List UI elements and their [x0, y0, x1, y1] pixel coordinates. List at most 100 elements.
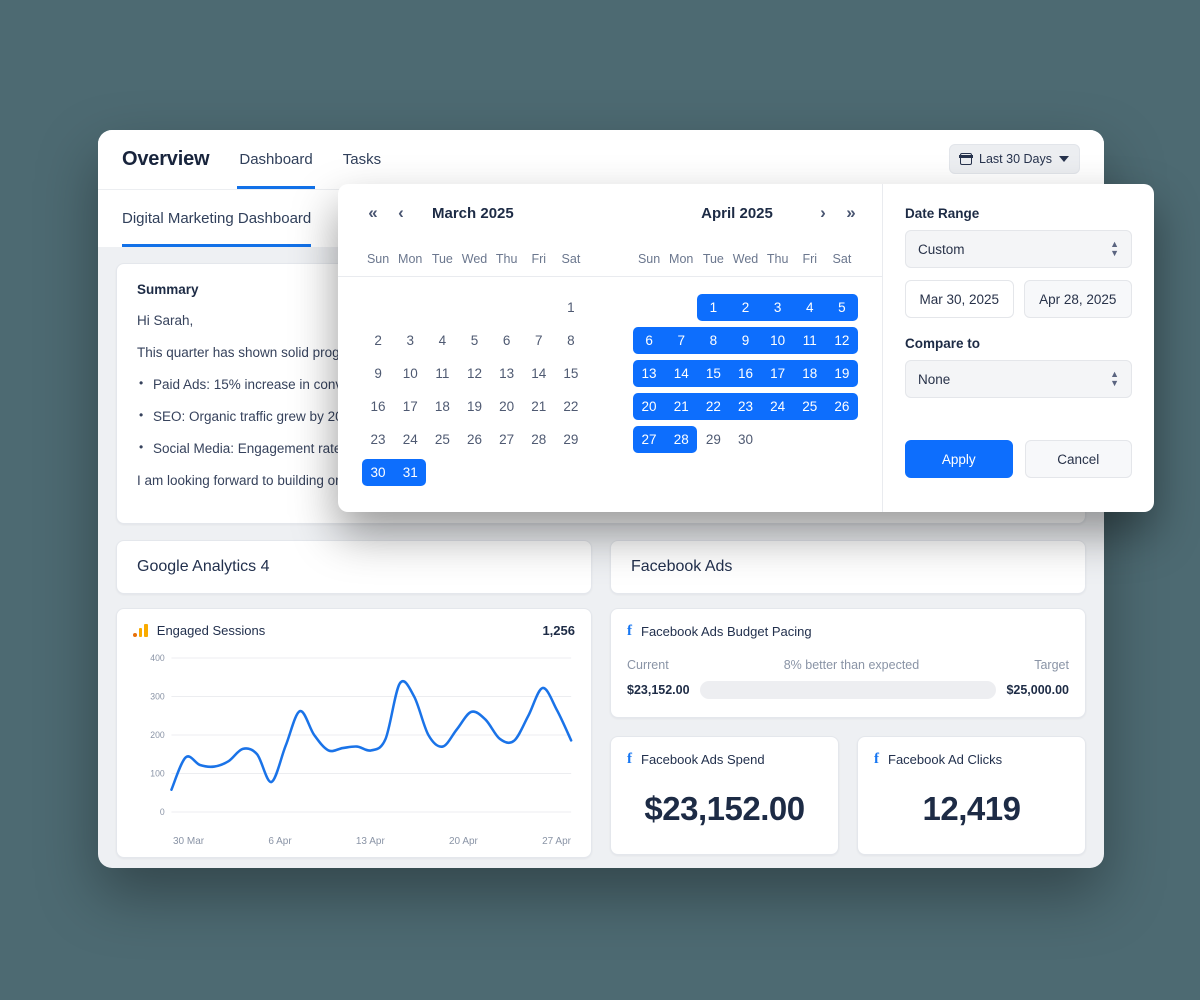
calendar-day[interactable]: 2 — [374, 333, 382, 348]
calendar-day[interactable]: 3 — [406, 333, 414, 348]
calendar-day[interactable]: 27 — [633, 426, 666, 453]
end-date-field[interactable]: Apr 28, 2025 — [1023, 280, 1132, 318]
calendar-day[interactable]: 19 — [825, 360, 858, 387]
budget-pacing-card: f Facebook Ads Budget Pacing Current 8% … — [610, 608, 1086, 718]
calendar-week-row: 30 31 — [362, 456, 587, 489]
calendar-day[interactable]: 27 — [499, 432, 515, 447]
date-range-button[interactable]: Last 30 Days — [949, 144, 1080, 174]
calendar-day[interactable]: 30 — [362, 459, 395, 486]
calendar-week-row: 9 10 11 12 13 14 15 — [362, 357, 587, 390]
pacing-current-value: $23,152.00 — [627, 683, 690, 697]
weekday-label: Mon — [398, 252, 423, 266]
jump-forward-year-icon[interactable]: » — [846, 203, 856, 222]
kpi-row: f Facebook Ads Spend $23,152.00 f Facebo… — [610, 736, 1086, 855]
stepper-icon: ▲ ▼ — [1110, 239, 1119, 258]
calendar-day[interactable]: 1 — [567, 300, 575, 315]
calendar-day[interactable]: 7 — [665, 327, 698, 354]
calendar-day[interactable]: 23 — [729, 393, 762, 420]
calendar-day[interactable]: 28 — [665, 426, 698, 453]
tab-dashboard[interactable]: Dashboard — [237, 130, 316, 189]
calendar-day[interactable]: 5 — [470, 333, 479, 348]
calendar-day[interactable]: 20 — [633, 393, 666, 420]
compare-to-select[interactable]: None ▲ ▼ — [905, 360, 1132, 398]
calendar-day[interactable]: 18 — [434, 399, 450, 414]
x-tick-label: 20 Apr — [448, 836, 478, 847]
kpi-value: $23,152.00 — [644, 790, 805, 827]
calendar-day[interactable]: 29 — [705, 432, 721, 447]
calendar-day[interactable]: 10 — [402, 366, 418, 381]
weekday-label: Thu — [766, 252, 789, 266]
calendar-day[interactable]: 22 — [697, 393, 730, 420]
progress-bar — [699, 681, 997, 699]
calendar-day[interactable]: 9 — [374, 366, 382, 381]
calendar-day[interactable]: 6 — [633, 327, 666, 354]
weekday-label: Wed — [461, 252, 488, 266]
calendar-week-row: 27 28 29 30 — [633, 423, 858, 456]
calendar-day[interactable]: 11 — [435, 366, 450, 381]
calendar-header-left: « ‹ March 2025 — [362, 203, 612, 223]
calendar-day[interactable]: 4 — [793, 294, 826, 321]
calendar-day[interactable]: 12 — [466, 366, 482, 381]
calendar-day[interactable]: 17 — [761, 360, 794, 387]
apply-button[interactable]: Apply — [905, 440, 1013, 478]
calendar-day[interactable]: 22 — [563, 399, 579, 414]
calendar-day[interactable]: 26 — [466, 432, 482, 447]
calendar-day[interactable]: 1 — [697, 294, 730, 321]
jump-back-year-icon[interactable]: « — [368, 203, 378, 222]
calendar-day[interactable]: 12 — [825, 327, 858, 354]
calendar-day[interactable]: 23 — [370, 432, 386, 447]
weekday-label: Thu — [495, 252, 518, 266]
calendar-day[interactable]: 15 — [697, 360, 730, 387]
calendar-day[interactable]: 19 — [466, 399, 482, 414]
calendar-day[interactable]: 25 — [434, 432, 450, 447]
calendar-day[interactable]: 2 — [729, 294, 762, 321]
calendar-day[interactable]: 5 — [825, 294, 858, 321]
calendar-day[interactable]: 21 — [531, 399, 547, 414]
calendar-day[interactable]: 13 — [633, 360, 666, 387]
calendar-grid-april: 1 2 3 4 5 6 7 8 9 10 11 12 13 14 15 16 17 18 19 20 21 22 23 24 2… — [633, 291, 858, 489]
calendar-day[interactable]: 8 — [697, 327, 730, 354]
calendar-day[interactable]: 29 — [563, 432, 579, 447]
calendar-day[interactable]: 18 — [793, 360, 826, 387]
calendar-day[interactable]: 25 — [793, 393, 826, 420]
calendar-day[interactable]: 10 — [761, 327, 794, 354]
pacing-target-label: Target — [1034, 658, 1069, 672]
calendar-day[interactable]: 26 — [825, 393, 858, 420]
date-picker-popover: « ‹ March 2025 April 2025 › » Sun Mon Tue W… — [338, 184, 1154, 512]
calendar-day[interactable]: 6 — [502, 333, 511, 348]
prev-month-icon[interactable]: ‹ — [398, 203, 404, 222]
calendar-day[interactable]: 17 — [402, 399, 418, 414]
calendar-day[interactable]: 7 — [535, 333, 543, 348]
calendar-month-title-1: March 2025 — [432, 204, 514, 222]
calendar-day[interactable]: 16 — [370, 399, 386, 414]
calendar-day[interactable]: 8 — [567, 333, 575, 348]
calendar-day[interactable]: 13 — [499, 366, 515, 381]
calendar-day[interactable]: 4 — [438, 333, 447, 348]
calendar-day[interactable]: 11 — [793, 327, 826, 354]
calendar-day[interactable]: 16 — [729, 360, 762, 387]
next-month-icon[interactable]: › — [820, 203, 826, 222]
weekday-header-april: Sun Mon Tue Wed Thu Fri Sat — [633, 252, 858, 266]
cancel-button[interactable]: Cancel — [1024, 440, 1132, 478]
start-date-field[interactable]: Mar 30, 2025 — [905, 280, 1014, 318]
calendar-day[interactable]: 24 — [402, 432, 418, 447]
calendar-day[interactable]: 24 — [761, 393, 794, 420]
calendar-day[interactable]: 31 — [394, 459, 427, 486]
calendar-day[interactable]: 14 — [531, 366, 547, 381]
calendar-day[interactable]: 9 — [729, 327, 762, 354]
calendar-day[interactable]: 21 — [665, 393, 698, 420]
calendar-day[interactable]: 30 — [737, 432, 753, 447]
calendar-day[interactable]: 15 — [563, 366, 579, 381]
calendar-day[interactable]: 14 — [665, 360, 698, 387]
weekday-label: Mon — [669, 252, 694, 266]
tab-digital-marketing-dashboard[interactable]: Digital Marketing Dashboard — [122, 190, 312, 247]
date-range-select[interactable]: Custom ▲ ▼ — [905, 230, 1132, 268]
pacing-title: Facebook Ads Budget Pacing — [641, 624, 812, 639]
calendar-day[interactable]: 20 — [499, 399, 515, 414]
calendar-day[interactable]: 3 — [761, 294, 794, 321]
weekday-label: Tue — [431, 252, 453, 266]
weekday-header-march: Sun Mon Tue Wed Thu Fri Sat — [362, 252, 587, 266]
tab-tasks[interactable]: Tasks — [342, 151, 382, 168]
calendar-day[interactable]: 28 — [531, 432, 547, 447]
kpi-title-row: f Facebook Ad Clicks — [874, 751, 1069, 768]
